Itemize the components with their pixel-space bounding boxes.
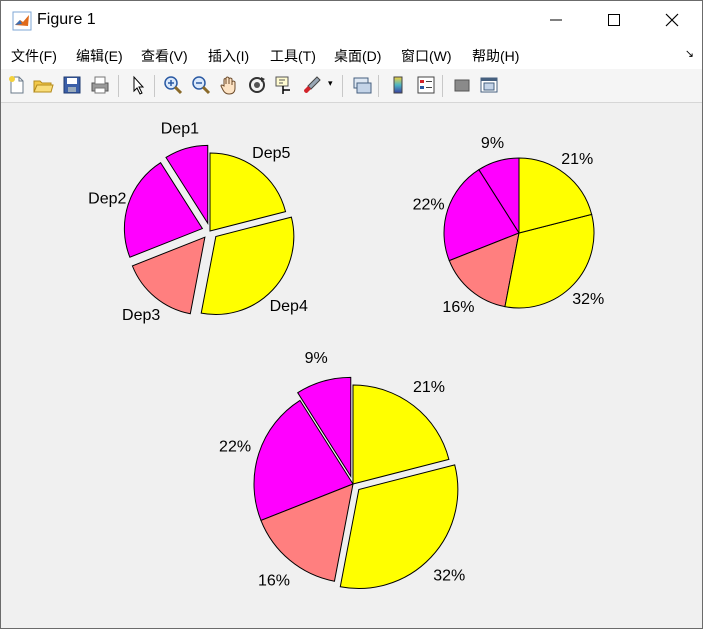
menu-tools[interactable]: 工具(T)	[270, 48, 316, 64]
pie-slice-label: 16%	[258, 573, 290, 590]
maximize-button[interactable]	[585, 1, 643, 39]
close-icon	[665, 13, 679, 27]
pie-slice-label: Dep1	[161, 120, 199, 137]
pie-slice-label: Dep4	[270, 298, 308, 315]
pie-slice-label: 22%	[413, 197, 445, 214]
data-cursor-icon[interactable]	[273, 74, 295, 96]
pie-chart-3: 9% 22% 16% 32% 21%	[219, 350, 465, 589]
pan-icon[interactable]	[218, 74, 240, 96]
figure-toolbar: ▾	[1, 69, 702, 103]
pie-slice-label: 9%	[481, 135, 504, 152]
pointer-icon[interactable]	[127, 74, 149, 96]
show-plot-tools-icon[interactable]	[478, 74, 500, 96]
pie-slice	[209, 152, 287, 232]
minimize-icon	[550, 19, 562, 21]
figure-canvas: Dep1 Dep2 Dep3 Dep4 Dep5 9% 22% 16% 32% 21% 9% 22% 1…	[1, 103, 702, 628]
matlab-logo-icon	[12, 11, 32, 31]
menu-dock-arrow-icon[interactable]: ↘	[684, 48, 694, 60]
menu-bar: 文件(F) 编辑(E) 查看(V) 插入(I) 工具(T) 桌面(D) 窗口(W…	[1, 39, 702, 69]
pie-slice	[123, 161, 204, 258]
pie-slice	[253, 399, 354, 522]
brush-dropdown-icon[interactable]: ▾	[328, 78, 333, 88]
pie-slice	[352, 384, 450, 485]
pie-slice-label: 16%	[442, 299, 474, 316]
pie-slice	[297, 376, 352, 479]
pie-slice	[448, 232, 520, 308]
pie-slice	[443, 168, 520, 262]
toolbar-separator	[442, 75, 443, 97]
link-plot-icon[interactable]	[351, 74, 373, 96]
pie-chart-2: 9% 22% 16% 32% 21%	[413, 135, 605, 316]
menu-window[interactable]: 窗口(W)	[401, 48, 452, 64]
pie-slice-label: Dep5	[252, 145, 290, 162]
zoom-out-icon[interactable]	[190, 74, 212, 96]
pie-chart-1: Dep1 Dep2 Dep3 Dep4 Dep5	[88, 120, 308, 324]
pie-slice-label: 9%	[305, 350, 328, 367]
pie-slice-label: 32%	[433, 567, 465, 584]
pie-slice	[260, 483, 354, 582]
pie-slice	[165, 144, 209, 226]
pie-slice	[200, 216, 295, 315]
legend-icon[interactable]	[415, 74, 437, 96]
menu-desktop[interactable]: 桌面(D)	[334, 48, 382, 64]
toolbar-separator	[118, 75, 119, 97]
pie-slice	[518, 157, 593, 234]
print-icon[interactable]	[89, 74, 111, 96]
save-icon[interactable]	[61, 74, 83, 96]
pie-slice	[504, 213, 595, 309]
pie-slice-label: 21%	[561, 151, 593, 168]
pie-slice	[339, 464, 459, 589]
colorbar-icon[interactable]	[387, 74, 409, 96]
pie-slice-label: Dep2	[88, 191, 126, 208]
window-title: Figure 1	[37, 11, 96, 28]
minimize-button[interactable]	[527, 1, 585, 39]
menu-view[interactable]: 查看(V)	[141, 48, 188, 64]
pie-slice-label: Dep3	[122, 307, 160, 324]
toolbar-separator	[378, 75, 379, 97]
pie-slice-label: 22%	[219, 439, 251, 456]
title-bar: Figure 1	[1, 1, 702, 39]
pie-slice	[131, 236, 206, 315]
menu-file[interactable]: 文件(F)	[11, 48, 57, 64]
toolbar-separator	[342, 75, 343, 97]
new-figure-icon[interactable]	[6, 74, 28, 96]
pie-slice-label: 21%	[413, 379, 445, 396]
menu-edit[interactable]: 编辑(E)	[76, 48, 123, 64]
open-icon[interactable]	[32, 74, 54, 96]
rotate-icon[interactable]	[246, 74, 268, 96]
toolbar-separator	[154, 75, 155, 97]
pie-charts: Dep1 Dep2 Dep3 Dep4 Dep5 9% 22% 16% 32% 21% 9% 22% 1…	[88, 120, 605, 589]
close-button[interactable]	[643, 1, 701, 39]
zoom-in-icon[interactable]	[162, 74, 184, 96]
menu-insert[interactable]: 插入(I)	[208, 48, 250, 64]
brush-icon[interactable]	[301, 74, 323, 96]
hide-plot-tools-icon[interactable]	[451, 74, 473, 96]
menu-help[interactable]: 帮助(H)	[472, 48, 520, 64]
maximize-icon	[608, 14, 620, 26]
pie-slice-label: 32%	[572, 291, 604, 308]
